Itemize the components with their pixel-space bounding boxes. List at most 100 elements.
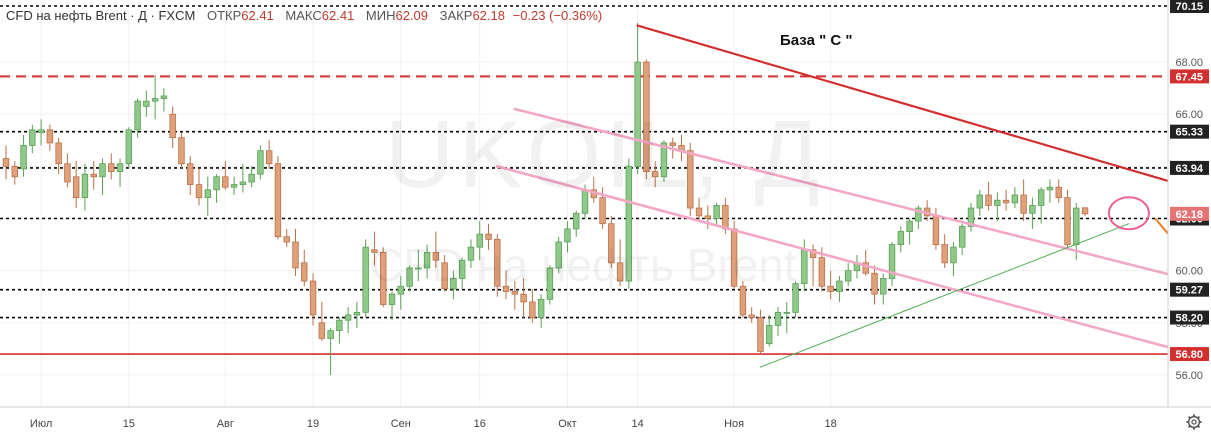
candle-body[interactable] [704, 215, 712, 219]
candle-body[interactable] [880, 278, 887, 295]
candle-body[interactable] [976, 194, 983, 209]
candle-body[interactable] [1002, 199, 1010, 204]
candle-body[interactable] [29, 129, 36, 146]
candle-body[interactable] [318, 322, 326, 339]
candle-body[interactable] [616, 262, 624, 282]
candle-body[interactable] [125, 129, 133, 165]
candle-body[interactable] [897, 231, 905, 245]
trendline-channel-upper[interactable] [513, 107, 1211, 302]
candle-body[interactable] [941, 244, 948, 264]
candle-body[interactable] [274, 163, 282, 238]
candle-body[interactable] [169, 113, 176, 139]
trendline-channel-lower[interactable] [495, 165, 1211, 369]
candle-body[interactable] [1037, 189, 1045, 206]
candle-body[interactable] [906, 220, 913, 232]
candle-body[interactable] [625, 165, 633, 282]
candle-body[interactable] [432, 251, 440, 261]
candle-body[interactable] [687, 150, 694, 209]
candle-body[interactable] [739, 285, 747, 316]
candle-body[interactable] [651, 171, 659, 178]
candle-body[interactable] [1029, 205, 1036, 214]
candle-body[interactable] [327, 330, 334, 339]
candle-body[interactable] [774, 311, 782, 326]
candle-body[interactable] [222, 176, 229, 188]
candle-body[interactable] [643, 61, 650, 172]
candle-body[interactable] [827, 285, 834, 292]
level-price-tag[interactable] [1170, 0, 1209, 13]
candle-body[interactable] [757, 317, 764, 352]
candle-body[interactable] [529, 301, 536, 318]
candle-body[interactable] [573, 212, 580, 230]
level-price-tag[interactable] [1170, 347, 1209, 362]
candle-body[interactable] [353, 311, 361, 316]
gear-icon[interactable] [1185, 413, 1203, 431]
candle-body[interactable] [1055, 186, 1062, 199]
candle-body[interactable] [116, 163, 124, 172]
candle-body[interactable] [406, 267, 413, 287]
candle-body[interactable] [90, 173, 97, 178]
candle-body[interactable] [371, 249, 378, 253]
candle-body[interactable] [555, 241, 562, 269]
candle-body[interactable] [836, 280, 843, 292]
candle-body[interactable] [309, 280, 317, 316]
candle-body[interactable] [292, 241, 299, 269]
level-price-tag[interactable] [1170, 124, 1209, 139]
candle-body[interactable] [713, 205, 720, 219]
candle-body[interactable] [397, 285, 404, 295]
level-price-tag[interactable] [1170, 282, 1209, 297]
candle-body[interactable] [485, 233, 492, 240]
candle-body[interactable] [502, 285, 510, 292]
candle-body[interactable] [599, 197, 606, 225]
candle-body[interactable] [766, 324, 773, 345]
candle-body[interactable] [257, 150, 264, 175]
candle-body[interactable] [537, 298, 545, 318]
candle-body[interactable] [1011, 194, 1019, 204]
candle-body[interactable] [669, 142, 676, 146]
candle-body[interactable] [415, 267, 422, 270]
candle-body[interactable] [20, 145, 27, 170]
candle-body[interactable] [11, 165, 18, 178]
candle-body[interactable] [959, 225, 966, 248]
candle-body[interactable] [301, 262, 308, 282]
candle-body[interactable] [809, 249, 817, 259]
candle-body[interactable] [239, 181, 247, 185]
candle-body[interactable] [915, 207, 922, 222]
candle-body[interactable] [204, 189, 211, 199]
trendline-support-trend[interactable] [759, 223, 1130, 368]
candle-body[interactable] [134, 100, 141, 131]
candle-body[interactable] [380, 251, 387, 305]
candle-body[interactable] [81, 173, 89, 199]
candle-body[interactable] [46, 129, 54, 144]
candle-body[interactable] [985, 194, 992, 206]
candle-body[interactable] [283, 236, 290, 243]
candle-body[interactable] [195, 184, 203, 199]
candle-body[interactable] [520, 293, 527, 303]
annotation-base-c[interactable]: База " С " [780, 32, 853, 49]
candle-body[interactable] [213, 176, 220, 191]
candle-body[interactable] [230, 184, 238, 188]
candle-body[interactable] [362, 246, 369, 313]
level-price-tag[interactable] [1170, 69, 1209, 84]
candle-body[interactable] [388, 293, 396, 305]
candle-body[interactable] [1046, 186, 1054, 191]
candle-body[interactable] [608, 223, 615, 264]
candle-body[interactable] [467, 246, 475, 261]
symbol-title[interactable]: CFD на нефть Brent · Д · FXCM [6, 8, 196, 23]
candle-body[interactable] [344, 314, 352, 321]
candle-body[interactable] [862, 262, 869, 274]
candle-body[interactable] [2, 158, 10, 167]
trendline-resistance[interactable] [636, 24, 1211, 203]
candle-body[interactable] [458, 259, 466, 279]
candle-body[interactable] [1064, 197, 1071, 245]
candle-body[interactable] [950, 246, 957, 264]
candle-body[interactable] [634, 61, 641, 167]
candle-body[interactable] [423, 251, 431, 269]
candle-body[interactable] [178, 137, 185, 165]
candle-body[interactable] [748, 314, 755, 318]
candle-body[interactable] [801, 249, 808, 285]
candle-body[interactable] [967, 207, 975, 227]
candle-body[interactable] [888, 244, 896, 279]
candle-body[interactable] [660, 142, 668, 178]
candle-body[interactable] [99, 163, 106, 178]
candle-body[interactable] [37, 129, 45, 133]
